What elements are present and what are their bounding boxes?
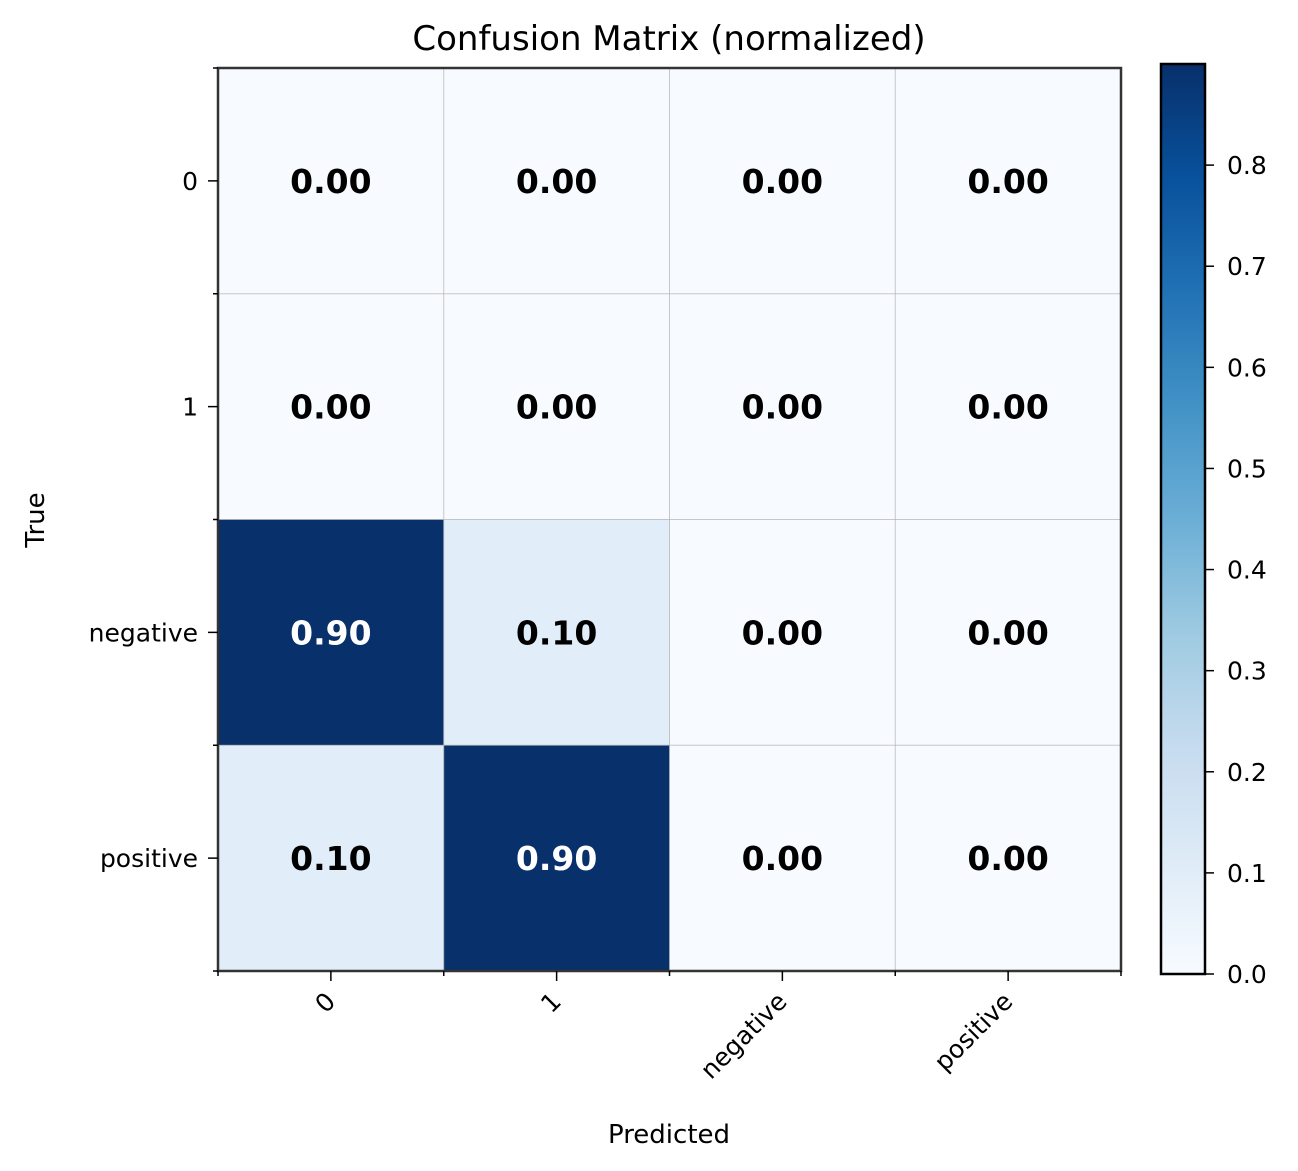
heatmap-cell: [895, 519, 1121, 746]
y-tick-label: 0: [182, 167, 198, 196]
heatmap-cell: [895, 293, 1121, 520]
heatmap-cell-labels: 0.00 0.00 0.00 0.00 0.00 0.00 0.00 0.00 0.90 0.10…: [290, 162, 1049, 878]
cell-value-label: 0.00: [742, 613, 823, 652]
heatmap-cell: [443, 745, 670, 971]
x-axis-ticks: 0 1 negative positive: [217, 971, 1122, 1085]
colorbar-ticks: 0.0 0.1 0.2 0.3 0.4 0.5 0.6 0.7 0.8: [1205, 151, 1267, 989]
colorbar-tick-label: 0.6: [1227, 353, 1267, 382]
cell-value-label: 0.00: [742, 839, 823, 878]
cell-value-label: 0.00: [967, 162, 1048, 201]
colorbar-tick-label: 0.4: [1227, 556, 1267, 585]
x-tick-label: positive: [929, 987, 1019, 1077]
heatmap-gridlines: [218, 68, 1121, 971]
colorbar-tick-label: 0.5: [1227, 454, 1267, 483]
heatmap-cell: [218, 745, 444, 971]
x-axis-label: Predicted: [608, 1120, 730, 1150]
cell-value-label: 0.00: [967, 839, 1048, 878]
cell-value-label: 0.00: [516, 388, 597, 427]
y-tick-label: 1: [182, 393, 198, 422]
heatmap-cell: [895, 68, 1121, 294]
heatmap-cell: [669, 68, 896, 294]
colorbar-tick-label: 0.8: [1227, 151, 1267, 180]
heatmap-cell: [669, 519, 896, 746]
heatmap-cell: [895, 745, 1121, 971]
cell-value-label: 0.90: [290, 613, 371, 652]
x-tick-label: 1: [535, 987, 567, 1019]
cell-value-label: 0.00: [967, 388, 1048, 427]
cell-value-label: 0.10: [290, 839, 371, 878]
cell-value-label: 0.00: [516, 162, 597, 201]
heatmap-cell: [443, 68, 670, 294]
colorbar-tick-label: 0.1: [1227, 859, 1267, 888]
cell-value-label: 0.90: [516, 839, 597, 878]
colorbar-tick-label: 0.7: [1227, 252, 1267, 281]
y-tick-label: positive: [100, 844, 198, 873]
y-axis-label: True: [21, 492, 51, 548]
heatmap-cell: [669, 293, 896, 520]
cell-value-label: 0.10: [516, 613, 597, 652]
cell-value-label: 0.00: [290, 388, 371, 427]
colorbar-gradient: [1161, 64, 1205, 974]
heatmap-cell: [669, 745, 896, 971]
cell-value-label: 0.00: [967, 613, 1048, 652]
colorbar: 0.0 0.1 0.2 0.3 0.4 0.5 0.6 0.7 0.8: [1159, 62, 1267, 989]
x-tick-label: 0: [309, 987, 341, 1019]
cell-value-label: 0.00: [742, 162, 823, 201]
colorbar-tick-label: 0.0: [1227, 960, 1267, 989]
heatmap-cell: [443, 293, 670, 520]
cell-value-label: 0.00: [742, 388, 823, 427]
y-tick-label: negative: [89, 618, 198, 647]
chart-title: Confusion Matrix (normalized): [412, 19, 925, 59]
heatmap-cell: [443, 519, 670, 746]
colorbar-frame: [1159, 62, 1207, 976]
heatmap-cell: [218, 519, 444, 746]
colorbar-tick-label: 0.3: [1227, 657, 1267, 686]
x-tick-label: negative: [695, 987, 793, 1085]
cell-value-label: 0.00: [290, 162, 371, 201]
heatmap-cell: [218, 293, 444, 520]
colorbar-tick-label: 0.2: [1227, 758, 1267, 787]
heatmap-cell: [218, 68, 444, 294]
heatmap-cells: [218, 68, 1121, 971]
y-axis-ticks: 0 1 negative positive: [89, 67, 218, 972]
